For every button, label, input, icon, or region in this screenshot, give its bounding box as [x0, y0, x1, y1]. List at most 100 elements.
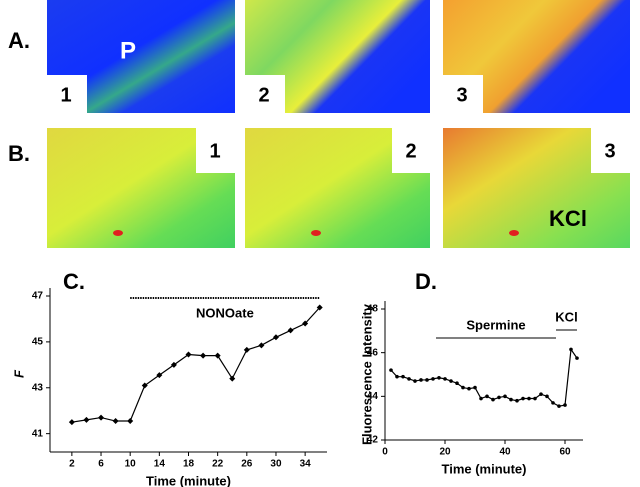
panel-label: A. [8, 28, 30, 53]
point [258, 342, 265, 349]
y-tick-label: 42 [367, 435, 379, 446]
panel-label: B. [8, 141, 30, 166]
annotation: KCl [555, 309, 577, 324]
label-box [196, 128, 235, 173]
point [473, 385, 477, 390]
point [316, 304, 323, 311]
label-box [443, 75, 483, 113]
x-axis-label: Time (minute) [146, 473, 231, 487]
x-tick-label: 20 [439, 447, 451, 458]
point [200, 352, 207, 359]
x-tick-label: 6 [98, 459, 104, 470]
point [485, 394, 489, 399]
spot [509, 230, 519, 236]
point [243, 346, 250, 353]
x-tick-label: 18 [183, 459, 195, 470]
point [401, 374, 405, 379]
point [545, 394, 549, 399]
point [68, 419, 75, 426]
point [515, 398, 519, 403]
point [229, 375, 236, 382]
image-text: P [120, 37, 136, 64]
point [83, 416, 90, 423]
point [141, 382, 148, 389]
x-tick-label: 14 [154, 459, 166, 470]
point [461, 385, 465, 390]
y-tick-label: 41 [32, 428, 44, 439]
point [419, 378, 423, 382]
point [539, 392, 543, 396]
y-axis-label: Fluorescence Intensity [359, 303, 374, 445]
point [395, 374, 399, 379]
label-box [245, 75, 285, 113]
point [437, 375, 441, 380]
point [497, 395, 501, 400]
y-tick-label: 46 [367, 347, 379, 358]
y-tick-label: 43 [32, 382, 44, 393]
line [390, 347, 578, 407]
annotation: Spermine [466, 317, 525, 332]
y-axis-label: F [11, 369, 26, 378]
point [443, 377, 447, 381]
image-number: 1 [209, 140, 220, 162]
y-tick-label: 47 [32, 291, 44, 302]
point [533, 396, 537, 401]
spot [311, 230, 321, 236]
x-tick-label: 34 [300, 459, 312, 470]
point [569, 347, 573, 352]
point [563, 403, 567, 407]
y-tick-label: 44 [367, 391, 379, 402]
point [479, 396, 483, 401]
image-number: 2 [258, 84, 269, 106]
x-tick-label: 22 [212, 459, 224, 470]
point [413, 379, 417, 383]
point [521, 396, 525, 401]
image-number: 3 [604, 140, 615, 162]
point [503, 394, 507, 399]
point [575, 356, 579, 360]
x-tick-label: 2 [69, 459, 75, 470]
x-axis-label: Time (minute) [442, 461, 527, 476]
annotation: NONOate [196, 305, 254, 320]
point [389, 368, 393, 372]
point [98, 414, 105, 421]
point [185, 351, 192, 358]
x-tick-label: 60 [559, 447, 571, 458]
point [127, 418, 134, 425]
point [425, 378, 429, 382]
point [527, 396, 531, 401]
point [112, 418, 119, 425]
point [407, 377, 411, 381]
point [449, 379, 453, 383]
x-tick-label: 26 [241, 459, 253, 470]
x-tick-label: 40 [499, 447, 511, 458]
image-number: 1 [60, 84, 71, 106]
point [557, 404, 561, 408]
y-tick-label: 48 [367, 304, 379, 315]
label-box [392, 128, 430, 173]
point [491, 397, 495, 402]
point [287, 327, 294, 334]
point [509, 397, 513, 402]
image-number: 3 [456, 84, 467, 106]
y-tick-label: 45 [32, 337, 44, 348]
point [431, 377, 435, 381]
point [551, 401, 555, 405]
x-tick-label: 30 [270, 459, 282, 470]
x-tick-label: 0 [382, 447, 388, 458]
point [302, 320, 309, 327]
panel-label: D. [415, 269, 437, 294]
line [71, 307, 321, 423]
label-box [47, 75, 87, 113]
x-tick-label: 10 [125, 459, 137, 470]
point [467, 386, 471, 391]
point [170, 361, 177, 368]
point [214, 352, 221, 359]
image-text: KCl [549, 206, 587, 231]
point [455, 381, 459, 386]
image-panels: A. 1 P 2 3 B. 1 2 3 KCl [8, 0, 630, 248]
point [156, 372, 163, 379]
spot [113, 230, 123, 236]
point [272, 334, 279, 341]
